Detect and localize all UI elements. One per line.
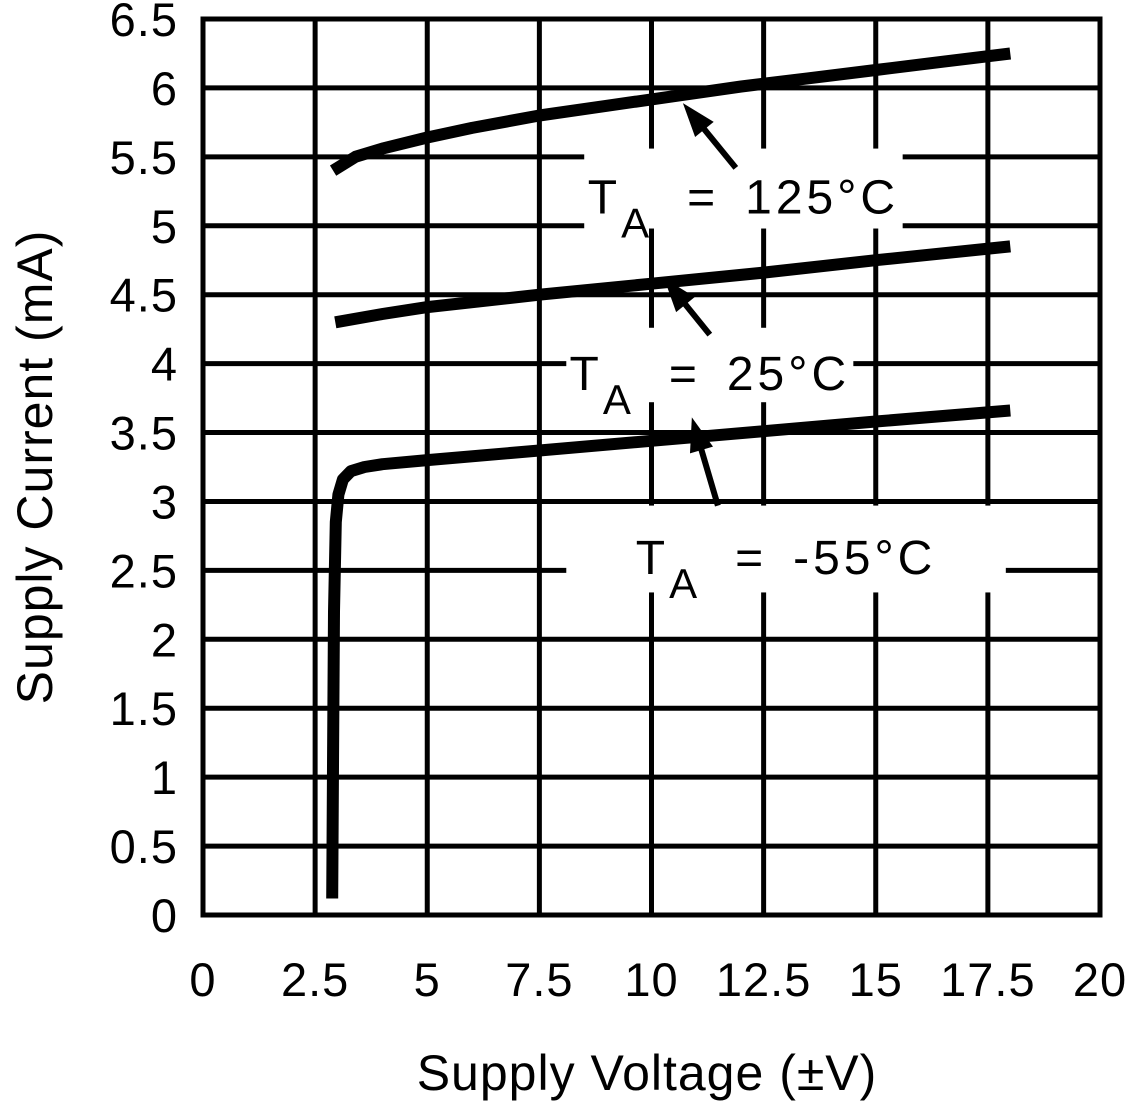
curve-ta--55c — [326, 404, 1011, 899]
annotation-arrow-shaft-ta-125c — [698, 122, 739, 170]
y-tick-label-5: 5 — [151, 200, 178, 253]
annotation-arrow-shaft-ta--55c — [696, 443, 721, 507]
x-tick-label-2.5: 2.5 — [281, 953, 349, 1006]
x-tick-label-5: 5 — [414, 953, 441, 1006]
x-tick-label-20: 20 — [1073, 953, 1127, 1006]
y-tick-label-6.5: 6.5 — [110, 0, 178, 46]
y-tick-label-2.5: 2.5 — [110, 544, 178, 597]
curves — [326, 47, 1012, 899]
x-tick-label-15: 15 — [849, 953, 903, 1006]
axis-tick-labels: 0 2.5 5 7.5 10 12.5 15 17.5 20 0 0.5 1 1.5 2 2.5 3 3.5 4 4… — [110, 0, 1127, 1006]
y-tick-label-0: 0 — [151, 889, 178, 942]
label-backdrop-ta-25c — [566, 327, 854, 403]
annotation-callouts: TA = 125°C TA = 25°C TA = -55°C — [569, 103, 937, 607]
annotation-label-ta-25c: TA = 25°C — [569, 348, 850, 423]
x-tick-label-7.5: 7.5 — [505, 953, 573, 1006]
y-tick-label-5.5: 5.5 — [110, 131, 178, 184]
x-tick-label-17.5: 17.5 — [940, 953, 1035, 1006]
y-tick-label-1.5: 1.5 — [110, 682, 178, 735]
curve-ta-125c — [329, 47, 1012, 176]
y-tick-label-4.5: 4.5 — [110, 269, 178, 322]
y-axis-title: Supply Current (mA) — [7, 230, 63, 705]
y-tick-label-2: 2 — [151, 613, 178, 666]
label-backdrop-ta-125c — [584, 148, 903, 229]
x-tick-label-12.5: 12.5 — [716, 953, 811, 1006]
annotation-arrow-head-ta-25c — [664, 278, 695, 313]
y-tick-label-3.5: 3.5 — [110, 407, 178, 460]
y-tick-label-1: 1 — [151, 751, 178, 804]
y-tick-label-0.5: 0.5 — [110, 820, 178, 873]
annotation-arrow-head-ta-125c — [682, 103, 714, 138]
annotation-arrow-head-ta--55c — [689, 417, 713, 454]
x-tick-label-10: 10 — [624, 953, 678, 1006]
x-tick-label-0: 0 — [189, 953, 216, 1006]
annotation-backdrops — [566, 148, 1006, 593]
x-axis-title: Supply Voltage (±V) — [417, 1045, 878, 1101]
y-tick-label-3: 3 — [151, 475, 178, 528]
curve-ta-25c — [334, 240, 1011, 329]
label-backdrop-ta--55c — [566, 505, 1006, 593]
annotation-arrow-shaft-ta-25c — [679, 298, 713, 337]
y-tick-label-4: 4 — [151, 338, 178, 391]
plot-border — [200, 16, 1103, 918]
annotation-label-ta--55c: TA = -55°C — [636, 532, 937, 607]
annotation-label-ta-125c: TA = 125°C — [588, 172, 899, 247]
y-tick-label-6: 6 — [151, 62, 178, 115]
